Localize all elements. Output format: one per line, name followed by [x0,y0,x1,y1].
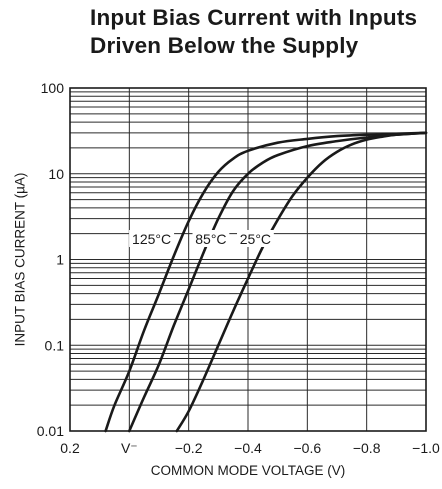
series-label-1: 85°C [195,231,226,247]
x-tick-label: −1.0 [412,440,440,456]
y-tick-label: 0.1 [45,337,65,353]
series-curves [104,131,428,433]
y-tick-labels: 100 10 1 0.1 0.01 [37,80,64,439]
x-tick-label: −0.6 [294,440,322,456]
x-tick-label: −0.4 [234,440,262,456]
series-labels: 125°C 85°C 25°C [129,229,274,247]
y-axis-title: INPUT BIAS CURRENT (µA) [13,173,28,347]
x-tick-label: 0.2 [60,440,80,456]
series-line-1 [128,131,428,433]
x-axis-title: COMMON MODE VOLTAGE (V) [151,463,346,478]
series-line-0 [104,131,428,433]
series-label-0: 125°C [132,231,171,247]
series-label-bg [192,229,230,247]
series-label-bg [237,229,274,247]
chart-title-line-2: Driven Below the Supply [90,33,359,58]
series-label-2: 25°C [240,231,271,247]
series-label-bg [129,229,175,247]
y-tick-label: 0.01 [37,423,64,439]
plot-frame [69,87,427,432]
chart-title-line-1: Input Bias Current with Inputs [90,5,417,30]
x-tick-label: V⁻ [121,440,138,456]
y-tick-label: 10 [48,166,64,182]
x-tick-label: −0.2 [175,440,203,456]
y-tick-label: 100 [41,80,65,96]
x-tick-labels: 0.2 V⁻ −0.2 −0.4 −0.6 −0.8 −1.0 [60,440,440,456]
y-tick-label: 1 [56,252,64,268]
series-line-2 [175,131,428,433]
chart-title: Input Bias Current with Inputs Driven Be… [90,5,417,58]
x-tick-label: −0.8 [353,440,381,456]
